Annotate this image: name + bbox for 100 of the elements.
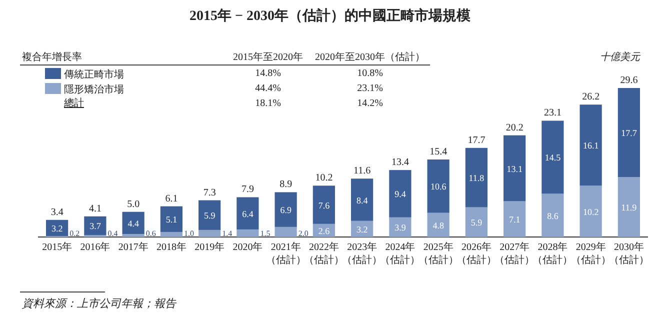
data-label: 5.9 — [470, 218, 483, 228]
data-label: 11.9 — [621, 202, 638, 213]
total-label: 13.4 — [391, 157, 409, 168]
total-label: 5.0 — [127, 198, 140, 210]
text: 複合年增長率 — [22, 51, 82, 63]
bar — [198, 230, 221, 237]
bar — [84, 216, 106, 235]
total-label: 20.2 — [506, 122, 524, 134]
annotation: 18.1% — [255, 98, 281, 109]
bar — [618, 88, 640, 178]
bar — [427, 159, 450, 213]
bar — [274, 226, 297, 237]
bar — [580, 186, 602, 237]
bar — [160, 206, 182, 232]
total-label: 29.6 — [620, 75, 638, 86]
data-label: 8.4 — [356, 195, 368, 206]
data-label: 1.4 — [222, 229, 232, 238]
total-label: 7.3 — [203, 187, 216, 198]
bar — [504, 135, 526, 202]
x-tick-label: 2023年（估計） — [342, 241, 382, 266]
bar — [198, 200, 221, 230]
text: 2015年至2020年 — [233, 51, 303, 63]
bar — [351, 220, 374, 237]
annotation: 總計 — [63, 97, 84, 109]
x-tick-label: 2028年（估計） — [532, 241, 573, 266]
annotation: 44.4% — [255, 83, 281, 94]
bar — [542, 120, 564, 194]
total-label: 10.2 — [315, 172, 333, 184]
x-tick-label: 2024年（估計） — [380, 241, 420, 266]
x-tick-label: 2016年 — [80, 241, 110, 253]
bar — [618, 177, 640, 237]
data-label: 3.2 — [356, 224, 368, 234]
x-tick-label: 2026年（估計） — [456, 241, 496, 266]
data-label: 14.5 — [544, 152, 562, 163]
bar — [580, 104, 602, 186]
text: 14.8% — [255, 68, 281, 79]
x-tick-label: 2027年（估計） — [494, 241, 535, 266]
x-tick-label: 2017年 — [118, 241, 148, 253]
total-label: 23.1 — [544, 108, 562, 119]
data-label: 10.2 — [582, 206, 599, 217]
total-label: 4.1 — [88, 203, 102, 214]
total-label: 17.7 — [468, 134, 486, 146]
data-label: 1.5 — [260, 229, 270, 238]
total-label: 7.9 — [241, 184, 254, 196]
data-label: 7.1 — [508, 214, 520, 225]
data-label: 9.4 — [394, 189, 406, 200]
legend-label: 傳統正畸市場 — [64, 68, 124, 80]
data-label: 16.1 — [582, 140, 599, 151]
total-label: 26.2 — [582, 92, 600, 103]
text: 10.8% — [357, 68, 383, 79]
total-label: 8.9 — [280, 179, 292, 190]
annotation: 23.1% — [357, 83, 383, 94]
bar — [236, 197, 259, 230]
data-label: 1.0 — [184, 229, 194, 238]
total-label: 3.4 — [50, 206, 64, 218]
data-label: 8.6 — [547, 210, 559, 221]
annotation: 14.2% — [357, 98, 383, 109]
bar — [427, 212, 450, 237]
x-tick-label: 2020年 — [232, 241, 263, 253]
data-label: 0.6 — [146, 229, 156, 238]
bar — [160, 232, 182, 237]
data-label: 4.8 — [432, 220, 444, 230]
bar — [274, 192, 297, 227]
chart-title: 2015年 − 2030年（估計）的中國正畸市場規模 — [190, 7, 472, 24]
total-label: 6.1 — [165, 193, 178, 204]
data-label: 10.6 — [430, 182, 447, 192]
bar — [504, 201, 526, 237]
source-note: 資料來源：上市公司年報；報告 — [22, 297, 177, 310]
data-label: 2.6 — [318, 226, 330, 236]
total-label: 11.6 — [353, 166, 371, 177]
data-label: 3.2 — [51, 223, 63, 234]
data-label: 3.7 — [90, 221, 102, 232]
legend-label: 隱形矯治市場 — [64, 84, 124, 96]
data-label: 6.4 — [242, 208, 254, 219]
bar — [236, 229, 259, 237]
text: 十億美元 — [600, 51, 641, 63]
x-tick-label: 2019年 — [194, 241, 225, 253]
data-label: 7.6 — [318, 200, 330, 210]
bar — [122, 234, 144, 237]
x-tick-label: 2021年（估計） — [266, 241, 306, 266]
total-label: 15.4 — [430, 146, 448, 158]
text: 2020年至2030年（估計） — [315, 51, 425, 63]
data-label: 5.1 — [166, 214, 178, 225]
x-tick-label: 2022年（估計） — [304, 241, 344, 266]
bar — [542, 194, 564, 237]
data-label: 5.9 — [204, 210, 216, 221]
data-label: 4.4 — [128, 218, 140, 228]
bar — [465, 207, 488, 237]
bar — [351, 178, 374, 221]
data-label: 17.7 — [621, 128, 638, 138]
data-label: 2.0 — [298, 229, 308, 238]
bar — [312, 186, 335, 224]
x-tick-label: 2015年 — [42, 241, 72, 253]
data-label: 0.2 — [70, 229, 80, 238]
data-label: 0.4 — [108, 229, 118, 238]
data-label: 6.9 — [280, 205, 292, 216]
x-tick-label: 2018年 — [156, 241, 186, 253]
x-tick-label: 2030年（估計） — [608, 241, 649, 266]
data-label: 3.9 — [394, 222, 406, 233]
data-label: 11.8 — [468, 173, 485, 184]
